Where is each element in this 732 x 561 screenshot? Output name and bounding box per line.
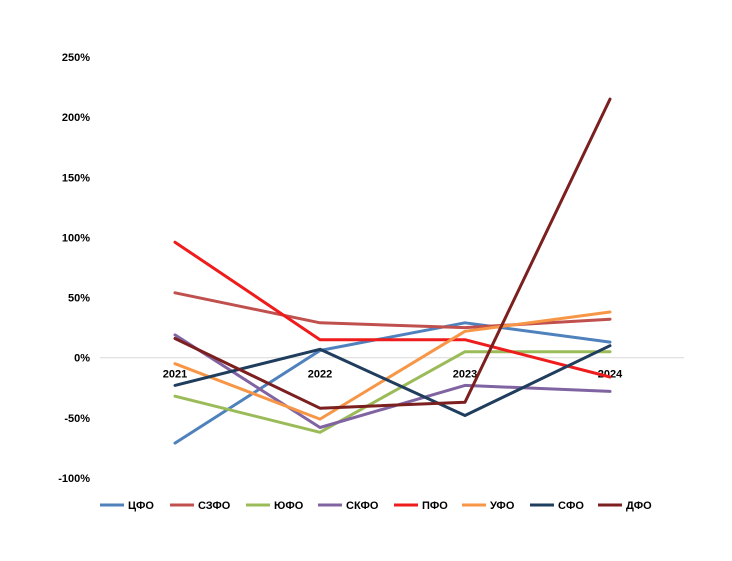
y-tick-label: -50%	[64, 413, 90, 425]
x-tick-label: 2023	[453, 369, 477, 381]
legend-item: ДФО	[598, 500, 652, 512]
legend-item: СФО	[530, 500, 584, 512]
legend-label: ЮФО	[274, 500, 304, 512]
series-line-3	[173, 350, 612, 434]
y-tick-label: 150%	[62, 172, 90, 184]
series-line-7	[173, 344, 612, 417]
y-tick-label: 200%	[62, 112, 90, 124]
series-line-6	[173, 310, 612, 421]
series-line-2	[173, 291, 612, 330]
y-tick-label: 0%	[74, 353, 90, 365]
y-tick-label: 250%	[62, 52, 90, 64]
x-axis: 2021 2022 2023 2024	[163, 369, 623, 381]
y-tick-label: 100%	[62, 232, 90, 244]
series-lines	[173, 97, 612, 445]
y-axis: 250% 200% 150% 100% 50% 0% -50% -100%	[58, 52, 90, 485]
x-tick-label: 2024	[598, 369, 623, 381]
series-line-5	[173, 240, 612, 379]
legend-item: ЦФО	[100, 500, 154, 512]
y-tick-label: 50%	[68, 293, 90, 305]
y-tick-label: -100%	[58, 473, 90, 485]
legend-label: СКФО	[346, 500, 379, 512]
legend-item: ПФО	[394, 500, 448, 512]
legend-label: ДФО	[626, 500, 652, 512]
legend-label: УФО	[490, 500, 515, 512]
legend-label: СФО	[558, 500, 584, 512]
legend-item: СКФО	[318, 500, 379, 512]
legend-item: УФО	[462, 500, 515, 512]
legend: ЦФО СЗФО ЮФО СКФО ПФО УФО СФО ДФО	[100, 500, 652, 512]
series-line-1	[173, 321, 612, 445]
series-line-8	[173, 97, 612, 410]
x-tick-label: 2021	[163, 369, 187, 381]
legend-label: ПФО	[422, 500, 448, 512]
legend-label: СЗФО	[198, 500, 231, 512]
legend-item: ЮФО	[246, 500, 304, 512]
legend-item: СЗФО	[170, 500, 231, 512]
x-tick-label: 2022	[308, 369, 332, 381]
legend-label: ЦФО	[128, 500, 154, 512]
